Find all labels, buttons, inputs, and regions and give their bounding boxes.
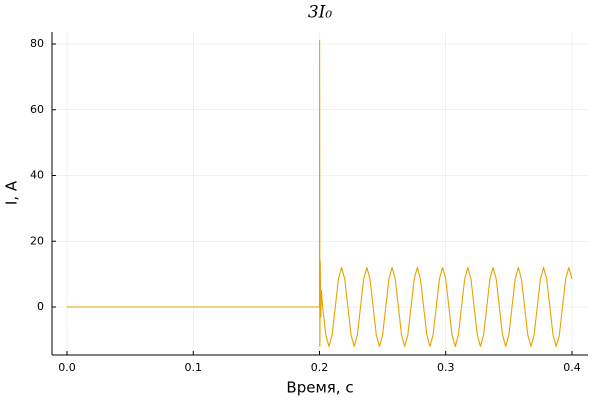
- x-tick-label: 0.1: [185, 361, 203, 374]
- x-tick-label: 0.0: [58, 361, 76, 374]
- series-line: [67, 40, 573, 347]
- y-tick-label: 40: [30, 169, 44, 182]
- y-axis-label: I, A: [3, 180, 21, 205]
- x-axis-label: Время, с: [286, 379, 353, 397]
- x-tick-label: 0.3: [437, 361, 455, 374]
- chart-title: 3I₀: [308, 3, 333, 23]
- y-tick-label: 20: [30, 234, 44, 247]
- y-tick-label: 0: [37, 300, 44, 313]
- y-tick-label: 80: [30, 37, 44, 50]
- x-tick-label: 0.2: [311, 361, 329, 374]
- y-tick-label: 60: [30, 103, 44, 116]
- x-tick-label: 0.4: [563, 361, 581, 374]
